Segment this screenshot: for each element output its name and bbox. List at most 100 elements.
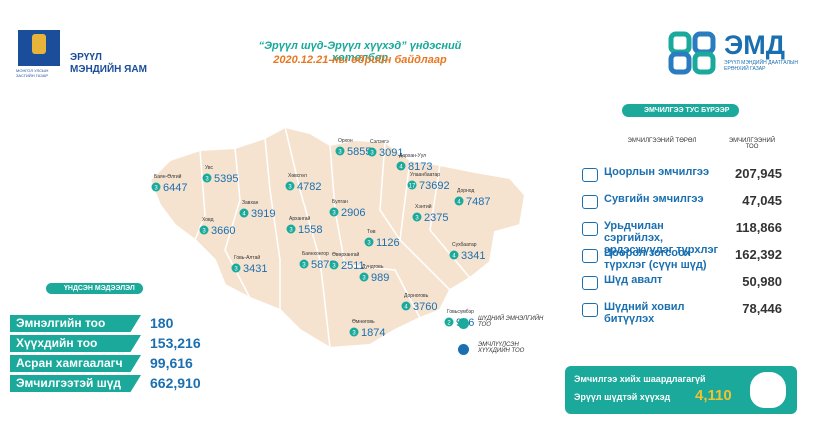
emblem-text: МОНГОЛ УЛСЫН ЗАСГИЙН ГАЗАР: [16, 68, 49, 78]
info-value: 99,616: [150, 355, 193, 371]
clinic-marker: [367, 147, 377, 157]
clinic-count: 3: [205, 177, 209, 183]
province-name: Говь-Алтай: [234, 254, 260, 261]
clinic-marker: [454, 196, 464, 206]
emblem: [18, 30, 60, 66]
treatment-row: Урьдчилан сэргийлэх, эрдэсжүүлэг түрхлэг…: [582, 220, 782, 256]
legend-label: ЭМЧЛҮҮЛСЭН ХҮҮХДИЙН ТОО: [478, 342, 525, 354]
clinic-marker: [202, 173, 212, 183]
treatment-row: Сувгийн эмчилгээ 47,045: [582, 193, 782, 217]
clinic-count: 3: [352, 331, 356, 337]
treatment-icon: [582, 303, 598, 317]
treatment-name: Урьдчилан сэргийлэх, эрдэсжүүлэг түрхлэг: [604, 220, 719, 256]
clinic-marker: [335, 146, 345, 156]
children-count: 7487: [466, 196, 490, 208]
clinic-count: 3: [234, 267, 238, 273]
children-count: 3091: [379, 147, 403, 159]
province-name: Дундговь: [362, 264, 384, 270]
clinic-count: 3: [302, 263, 306, 269]
clinic-count: 3: [332, 264, 336, 270]
children-count: 2906: [341, 207, 365, 219]
province-name: Завхан: [242, 200, 259, 206]
clinic-marker: [407, 180, 417, 190]
clinic-count: 4: [242, 212, 246, 218]
clinic-marker: [401, 301, 411, 311]
children-count: 2375: [424, 212, 448, 224]
treatment-row: Шүдний ховил битүүлэх 78,446: [582, 301, 782, 325]
info-label: Хүүхдийн тоо: [10, 335, 141, 352]
treatment-name: Шүдний ховил битүүлэх: [604, 301, 685, 325]
treatment-value: 47,045: [742, 193, 782, 208]
clinic-marker: [364, 237, 374, 247]
clinic-marker: [329, 207, 339, 217]
children-count: 3431: [243, 263, 267, 275]
clinic-count: 4: [404, 305, 408, 311]
tooth-icon: [750, 372, 786, 408]
clinic-marker: [444, 317, 454, 327]
title: “Эрүүл шүд-Эрүүл хүүхэд” үндэсний хөтөлб…: [258, 40, 462, 64]
clinic-marker: [396, 161, 406, 171]
treatment-name: Шүд авалт: [604, 274, 663, 286]
clinic-marker: [412, 212, 422, 222]
clinic-marker: [239, 208, 249, 218]
info-label: Эмнэлгийн тоо: [10, 315, 141, 332]
children-count: 6447: [163, 182, 187, 194]
healthy-label: Эмчилгээ хийх шаардлагагүй: [574, 374, 706, 384]
clinic-count: 3: [367, 241, 371, 247]
country-outline: [148, 125, 527, 350]
treatment-name: Цоорлын эмчилгээ: [604, 166, 710, 178]
clinic-count: 17: [409, 184, 416, 190]
province-name: Дорноговь: [404, 293, 429, 299]
children-count: 4782: [297, 181, 321, 193]
legend-swatch: [458, 344, 469, 355]
province-borders: [194, 126, 471, 349]
clinic-marker: [299, 259, 309, 269]
clinic-count: 3: [338, 150, 342, 156]
children-count: 2511: [341, 260, 365, 272]
clinic-count: 4: [452, 254, 456, 260]
info-label: Асран хамгаалагч: [10, 355, 141, 372]
clinic-count: 4: [457, 200, 461, 206]
children-count: 989: [371, 272, 389, 284]
province-name: Өвөрхангай: [332, 251, 360, 258]
province-name: Дорнод: [457, 188, 474, 194]
clinic-marker: [286, 224, 296, 234]
clinic-count: 3: [288, 185, 292, 191]
treatment-icon: [582, 276, 598, 290]
treatment-row: Цоорол зогсоох түрхлэг (сүүн шүд) 162,392: [582, 247, 782, 271]
ministry-line: МЭНДИЙН ЯАМ: [70, 64, 147, 75]
children-count: 3341: [461, 250, 485, 262]
clinic-marker: [199, 225, 209, 235]
healthy-value: 4,110: [695, 387, 732, 404]
treatment-icon: [582, 195, 598, 209]
clinic-count: 3: [154, 186, 158, 192]
info-value: 153,216: [150, 335, 201, 351]
province-name: Говьсүмбэр: [447, 309, 474, 315]
province-name: Булган: [332, 199, 348, 205]
province-name: Баян-Өлгий: [154, 173, 182, 180]
treatment-value: 162,392: [735, 247, 782, 262]
treatment-row: Шүд авалт 50,980: [582, 274, 782, 298]
clinic-count: 3: [289, 228, 293, 234]
treatments-title: ЭМЧИЛГЭЭ ТУС БҮРЭЭР: [622, 104, 740, 117]
province-name: Сэлэнгэ: [370, 139, 389, 145]
province-name: Архангай: [289, 215, 311, 222]
basic-info-title: ҮНДСЭН МЭДЭЭЛЭЛ: [46, 283, 143, 294]
clinic-count: 3: [332, 211, 336, 217]
treatment-icon: [582, 249, 598, 263]
province-name: Өмнөговь: [352, 319, 375, 325]
children-count: 5855: [347, 146, 371, 158]
province-name: Ховд: [202, 217, 214, 223]
treatment-name: Сувгийн эмчилгээ: [604, 193, 704, 205]
children-count: 1126: [376, 237, 400, 249]
province-name: Хөвсгөл: [288, 173, 307, 179]
children-count: 5395: [214, 173, 238, 185]
emd-logo-mark: [668, 31, 716, 75]
clinic-count: 4: [399, 165, 403, 171]
province-name: Сүхбаатар: [452, 242, 477, 248]
clinic-marker: [151, 182, 161, 192]
ministry-line: ЭРҮҮЛ: [70, 52, 102, 63]
province-name: Орхон: [338, 138, 353, 144]
